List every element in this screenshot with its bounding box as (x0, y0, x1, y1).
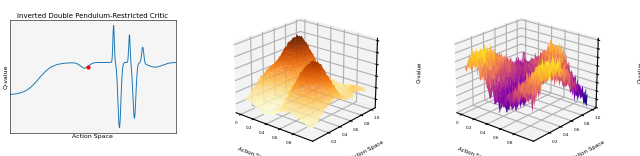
Y-axis label: Q-value: Q-value (3, 64, 8, 89)
X-axis label: Action Space: Action Space (72, 134, 113, 139)
Y-axis label: Action Space: Action Space (572, 140, 605, 156)
X-axis label: Action Space: Action Space (458, 147, 493, 156)
X-axis label: Action Space: Action Space (237, 147, 272, 156)
Title: Inverted Double Pendulum-Restricted Critic: Inverted Double Pendulum-Restricted Crit… (17, 13, 168, 19)
Y-axis label: Action Space: Action Space (351, 140, 384, 156)
